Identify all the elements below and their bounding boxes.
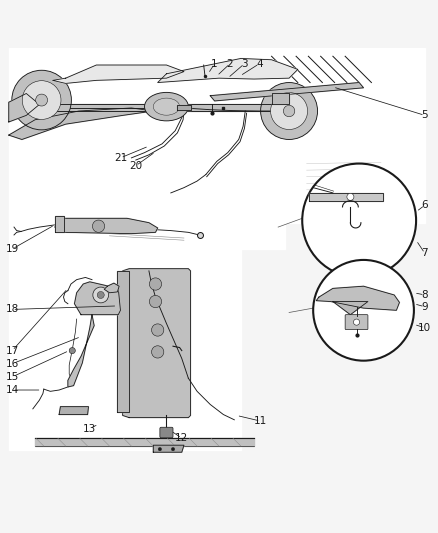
Circle shape [152, 324, 164, 336]
Text: 6: 6 [421, 200, 428, 210]
Polygon shape [55, 216, 64, 232]
Polygon shape [309, 193, 383, 201]
Polygon shape [272, 93, 289, 104]
Polygon shape [210, 83, 364, 101]
Text: 20: 20 [129, 161, 142, 171]
Polygon shape [53, 65, 184, 84]
Polygon shape [68, 314, 94, 387]
Circle shape [158, 447, 162, 451]
Text: 11: 11 [254, 416, 267, 426]
Text: 15: 15 [6, 372, 19, 382]
Circle shape [283, 106, 295, 117]
Text: 17: 17 [6, 345, 19, 356]
Text: 13: 13 [83, 424, 96, 433]
Circle shape [313, 260, 414, 361]
Circle shape [353, 319, 360, 325]
Circle shape [92, 220, 105, 232]
Circle shape [302, 164, 416, 278]
FancyBboxPatch shape [345, 314, 368, 329]
Circle shape [149, 278, 162, 290]
Polygon shape [153, 445, 184, 452]
Text: 1: 1 [211, 59, 218, 69]
Polygon shape [9, 108, 153, 140]
Circle shape [35, 94, 48, 106]
Text: 3: 3 [241, 59, 248, 69]
Text: 12: 12 [175, 433, 188, 443]
Text: 14: 14 [6, 385, 19, 395]
Ellipse shape [153, 98, 180, 115]
Text: 16: 16 [6, 359, 19, 369]
Circle shape [347, 193, 354, 200]
Circle shape [152, 346, 164, 358]
Circle shape [97, 292, 104, 298]
Circle shape [93, 287, 109, 303]
Polygon shape [59, 407, 88, 415]
Polygon shape [9, 209, 285, 249]
Circle shape [149, 295, 162, 308]
Circle shape [69, 348, 75, 354]
Polygon shape [333, 302, 368, 314]
Polygon shape [117, 271, 129, 412]
Polygon shape [177, 106, 191, 110]
Circle shape [171, 447, 175, 451]
FancyBboxPatch shape [160, 427, 173, 438]
Text: 2: 2 [226, 59, 233, 69]
Polygon shape [42, 104, 289, 111]
Polygon shape [158, 59, 298, 83]
Text: 18: 18 [6, 304, 19, 314]
Text: 8: 8 [421, 290, 428, 300]
Polygon shape [74, 282, 120, 314]
Text: 21: 21 [114, 153, 127, 163]
Ellipse shape [145, 92, 188, 121]
Polygon shape [123, 269, 191, 418]
Text: 19: 19 [6, 244, 19, 254]
Text: 7: 7 [421, 248, 428, 259]
Text: 9: 9 [421, 302, 428, 312]
Polygon shape [9, 47, 425, 223]
Circle shape [12, 70, 71, 130]
Circle shape [271, 93, 307, 130]
Polygon shape [9, 249, 241, 450]
Text: 5: 5 [421, 110, 428, 120]
Polygon shape [104, 283, 119, 293]
Circle shape [22, 80, 61, 119]
Polygon shape [55, 219, 158, 233]
Text: 10: 10 [418, 323, 431, 333]
Polygon shape [35, 438, 254, 446]
Polygon shape [316, 286, 399, 310]
Circle shape [261, 83, 318, 140]
Text: 4: 4 [256, 59, 263, 69]
Polygon shape [9, 93, 39, 122]
